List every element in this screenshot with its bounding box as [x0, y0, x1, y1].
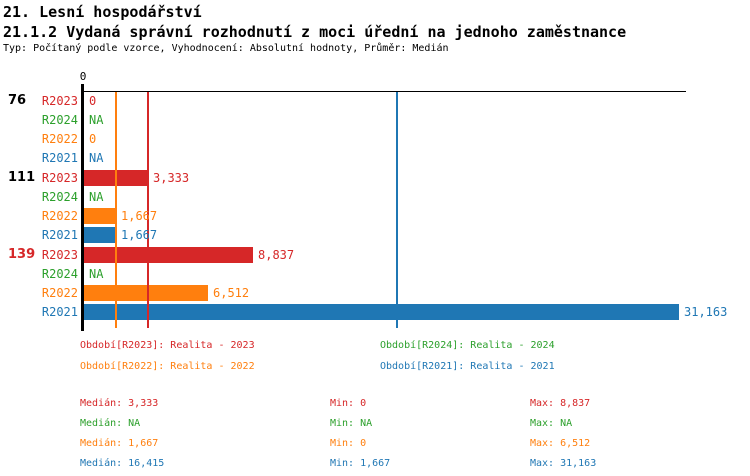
summary-min: Min: 0 [330, 438, 367, 449]
bar-value-label: 6,512 [213, 286, 250, 300]
bar-value-label: 0 [89, 132, 97, 146]
summary-median: Medián: 1,667 [80, 438, 159, 449]
legend-item-4: Období[R2021]: Realita - 2021 [380, 361, 555, 372]
series-row-label: R2021 [41, 305, 78, 319]
summary-median: Medián: NA [80, 418, 141, 429]
summary-median: Medián: 16,415 [80, 458, 165, 469]
bar-R2021 [84, 227, 116, 243]
legend-item-1: Období[R2023]: Realita - 2023 [80, 340, 255, 351]
series-row-label: R2023 [41, 171, 78, 185]
bar-value-label: NA [89, 190, 104, 204]
series-row-label: R2023 [41, 94, 78, 108]
bar-R2022 [84, 285, 208, 301]
summary-max: Max: 6,512 [530, 438, 591, 449]
summary-min: Min: NA [330, 418, 373, 429]
bar-R2021 [84, 304, 679, 320]
summary-min: Min: 1,667 [330, 458, 391, 469]
summary-max: Max: NA [530, 418, 573, 429]
bar-R2022 [84, 208, 116, 224]
bar-value-label: 0 [89, 94, 97, 108]
bar-value-label: NA [89, 113, 104, 127]
meta-line: Typ: Počítaný podle vzorce, Vyhodnocení:… [3, 43, 449, 54]
series-row-label: R2022 [41, 286, 78, 300]
page-title: 21. Lesní hospodářství [3, 3, 202, 21]
legend-item-3: Období[R2022]: Realita - 2022 [80, 361, 255, 372]
series-row-label: R2021 [41, 151, 78, 165]
bar-value-label: 1,667 [121, 209, 158, 223]
series-row-label: R2021 [41, 228, 78, 242]
group-label: 76 [8, 93, 27, 108]
series-row-label: R2023 [41, 248, 78, 262]
series-row-label: R2024 [41, 113, 78, 127]
legend-item-2: Období[R2024]: Realita - 2024 [380, 340, 555, 351]
bar-value-label: 31,163 [684, 305, 728, 319]
bar-value-label: 1,667 [121, 228, 158, 242]
page-subtitle: 21.1.2 Vydaná správní rozhodnutí z moci … [3, 23, 627, 41]
median-line-R2022 [115, 92, 117, 328]
summary-median: Medián: 3,333 [80, 398, 159, 409]
series-row-label: R2022 [41, 209, 78, 223]
group-label: 139 [8, 247, 36, 262]
series-row-label: R2024 [41, 190, 78, 204]
summary-max: Max: 8,837 [530, 398, 591, 409]
summary-min: Min: 0 [330, 398, 367, 409]
bar-value-label: NA [89, 151, 104, 165]
series-row-label: R2024 [41, 267, 78, 281]
group-label: 111 [8, 170, 36, 185]
bar-value-label: 8,837 [258, 248, 295, 262]
median-line-R2023 [147, 92, 149, 328]
bar-value-label: NA [89, 267, 104, 281]
bar-value-label: 3,333 [153, 171, 190, 185]
y-axis-line [81, 84, 84, 331]
x-axis-line [83, 91, 686, 92]
bar-R2023 [84, 247, 253, 263]
series-row-label: R2022 [41, 132, 78, 146]
axis-zero-label: 0 [79, 70, 87, 83]
summary-max: Max: 31,163 [530, 458, 597, 469]
median-line-R2021 [396, 92, 398, 328]
